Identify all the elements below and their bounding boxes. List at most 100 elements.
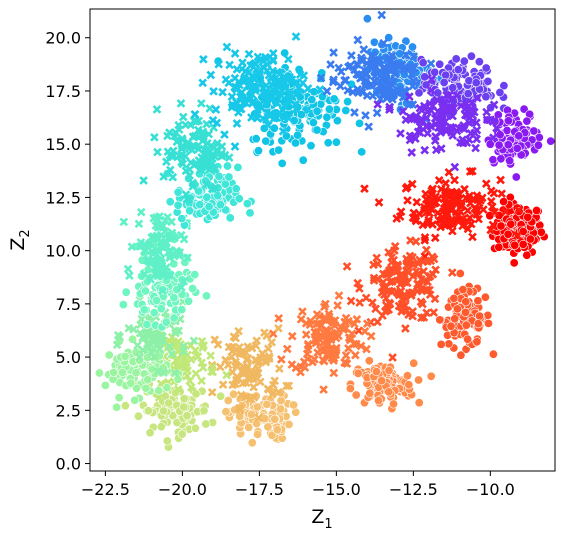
- scatter-point: [382, 93, 392, 103]
- y-tick-label: 2.5: [56, 401, 81, 420]
- scatter-point: [482, 107, 491, 117]
- scatter-point: [341, 106, 351, 116]
- scatter-point: [388, 399, 398, 409]
- scatter-point: [422, 207, 431, 217]
- scatter-point: [390, 69, 400, 79]
- scatter-point: [287, 360, 297, 369]
- scatter-point: [372, 74, 382, 84]
- scatter-point: [195, 200, 205, 210]
- scatter-point: [350, 108, 359, 117]
- scatter-point: [193, 352, 203, 361]
- cluster-5: [268, 291, 376, 394]
- scatter-point: [344, 343, 353, 353]
- scatter-point: [489, 188, 499, 198]
- scatter-point: [142, 319, 152, 329]
- scatter-point: [360, 184, 369, 194]
- scatter-point: [324, 309, 334, 319]
- scatter-point: [362, 14, 372, 24]
- y-axis-ticks: 0.0 2.5 5.0 7.5 10.0 12.5 15.0 17.5 20.0: [45, 29, 90, 474]
- scatter-point: [167, 349, 177, 359]
- scatter-point: [387, 287, 397, 296]
- scatter-point: [472, 337, 482, 347]
- scatter-point: [156, 422, 166, 432]
- scatter-point: [494, 242, 504, 252]
- scatter-point: [492, 123, 501, 133]
- scatter-point: [125, 271, 134, 281]
- scatter-point: [262, 399, 272, 409]
- scatter-point: [277, 158, 287, 168]
- scatter-point: [197, 336, 207, 346]
- scatter-point: [213, 340, 223, 349]
- scatter-point: [165, 251, 175, 260]
- scatter-point: [407, 42, 417, 52]
- scatter-point: [223, 360, 233, 370]
- scatter-point: [483, 76, 493, 86]
- y-tick-label: 0.0: [56, 455, 81, 474]
- scatter-point: [396, 129, 405, 138]
- scatter-point: [474, 57, 484, 67]
- scatter-point: [301, 330, 311, 339]
- scatter-point: [235, 92, 245, 102]
- scatter-point: [385, 277, 395, 287]
- scatter-point: [303, 105, 313, 114]
- scatter-point: [174, 151, 184, 161]
- scatter-point: [321, 299, 330, 309]
- x-tick-label: −10.0: [466, 480, 515, 499]
- scatter-point: [404, 380, 414, 390]
- scatter-point: [428, 184, 438, 194]
- scatter-point: [430, 199, 439, 208]
- scatter-point: [418, 299, 427, 309]
- scatter-point: [202, 291, 212, 301]
- scatter-point: [495, 88, 505, 98]
- scatter-point: [182, 371, 192, 381]
- scatter-point: [181, 166, 191, 176]
- scatter-point: [453, 65, 463, 75]
- y-tick-label: 15.0: [45, 135, 81, 154]
- scatter-point: [280, 48, 290, 58]
- scatter-point: [447, 268, 457, 277]
- scatter-point: [514, 205, 524, 215]
- scatter-point: [450, 314, 460, 324]
- scatter-point: [262, 331, 272, 341]
- scatter-point: [155, 345, 164, 354]
- scatter-point: [197, 376, 206, 386]
- scatter-point: [264, 121, 273, 130]
- scatter-point: [421, 195, 431, 204]
- scatter-point: [244, 422, 254, 432]
- scatter-point: [329, 48, 338, 57]
- scatter-point: [388, 353, 397, 362]
- scatter-point: [162, 263, 171, 272]
- scatter-point: [354, 118, 364, 128]
- scatter-point: [390, 241, 400, 251]
- scatter-point: [205, 164, 215, 174]
- scatter-point: [450, 162, 460, 172]
- scatter-point: [154, 386, 164, 396]
- scatter-point: [371, 304, 380, 314]
- scatter-point: [345, 383, 355, 393]
- scatter-point: [411, 237, 421, 246]
- scatter-point: [230, 73, 240, 83]
- scatter-point: [417, 106, 427, 115]
- scatter-point: [420, 235, 430, 245]
- scatter-point: [334, 291, 344, 300]
- scatter-point: [365, 388, 375, 398]
- scatter-point: [179, 276, 189, 286]
- scatter-point: [194, 156, 204, 165]
- scatter-point: [243, 354, 253, 363]
- scatter-point: [202, 192, 212, 202]
- scatter-point: [488, 117, 498, 126]
- scatter-point: [149, 308, 159, 318]
- scatter-point: [255, 70, 264, 80]
- scatter-point: [234, 194, 244, 204]
- scatter-point: [126, 378, 136, 388]
- scatter-point: [202, 138, 212, 148]
- scatter-point: [287, 331, 297, 341]
- scatter-point: [146, 274, 155, 284]
- scatter-point: [182, 411, 192, 421]
- scatter-point: [253, 368, 263, 378]
- scatter-point: [459, 56, 469, 66]
- scatter-point: [310, 335, 320, 344]
- scatter-point: [399, 272, 409, 282]
- scatter-point: [480, 292, 490, 302]
- scatter-point: [407, 179, 417, 189]
